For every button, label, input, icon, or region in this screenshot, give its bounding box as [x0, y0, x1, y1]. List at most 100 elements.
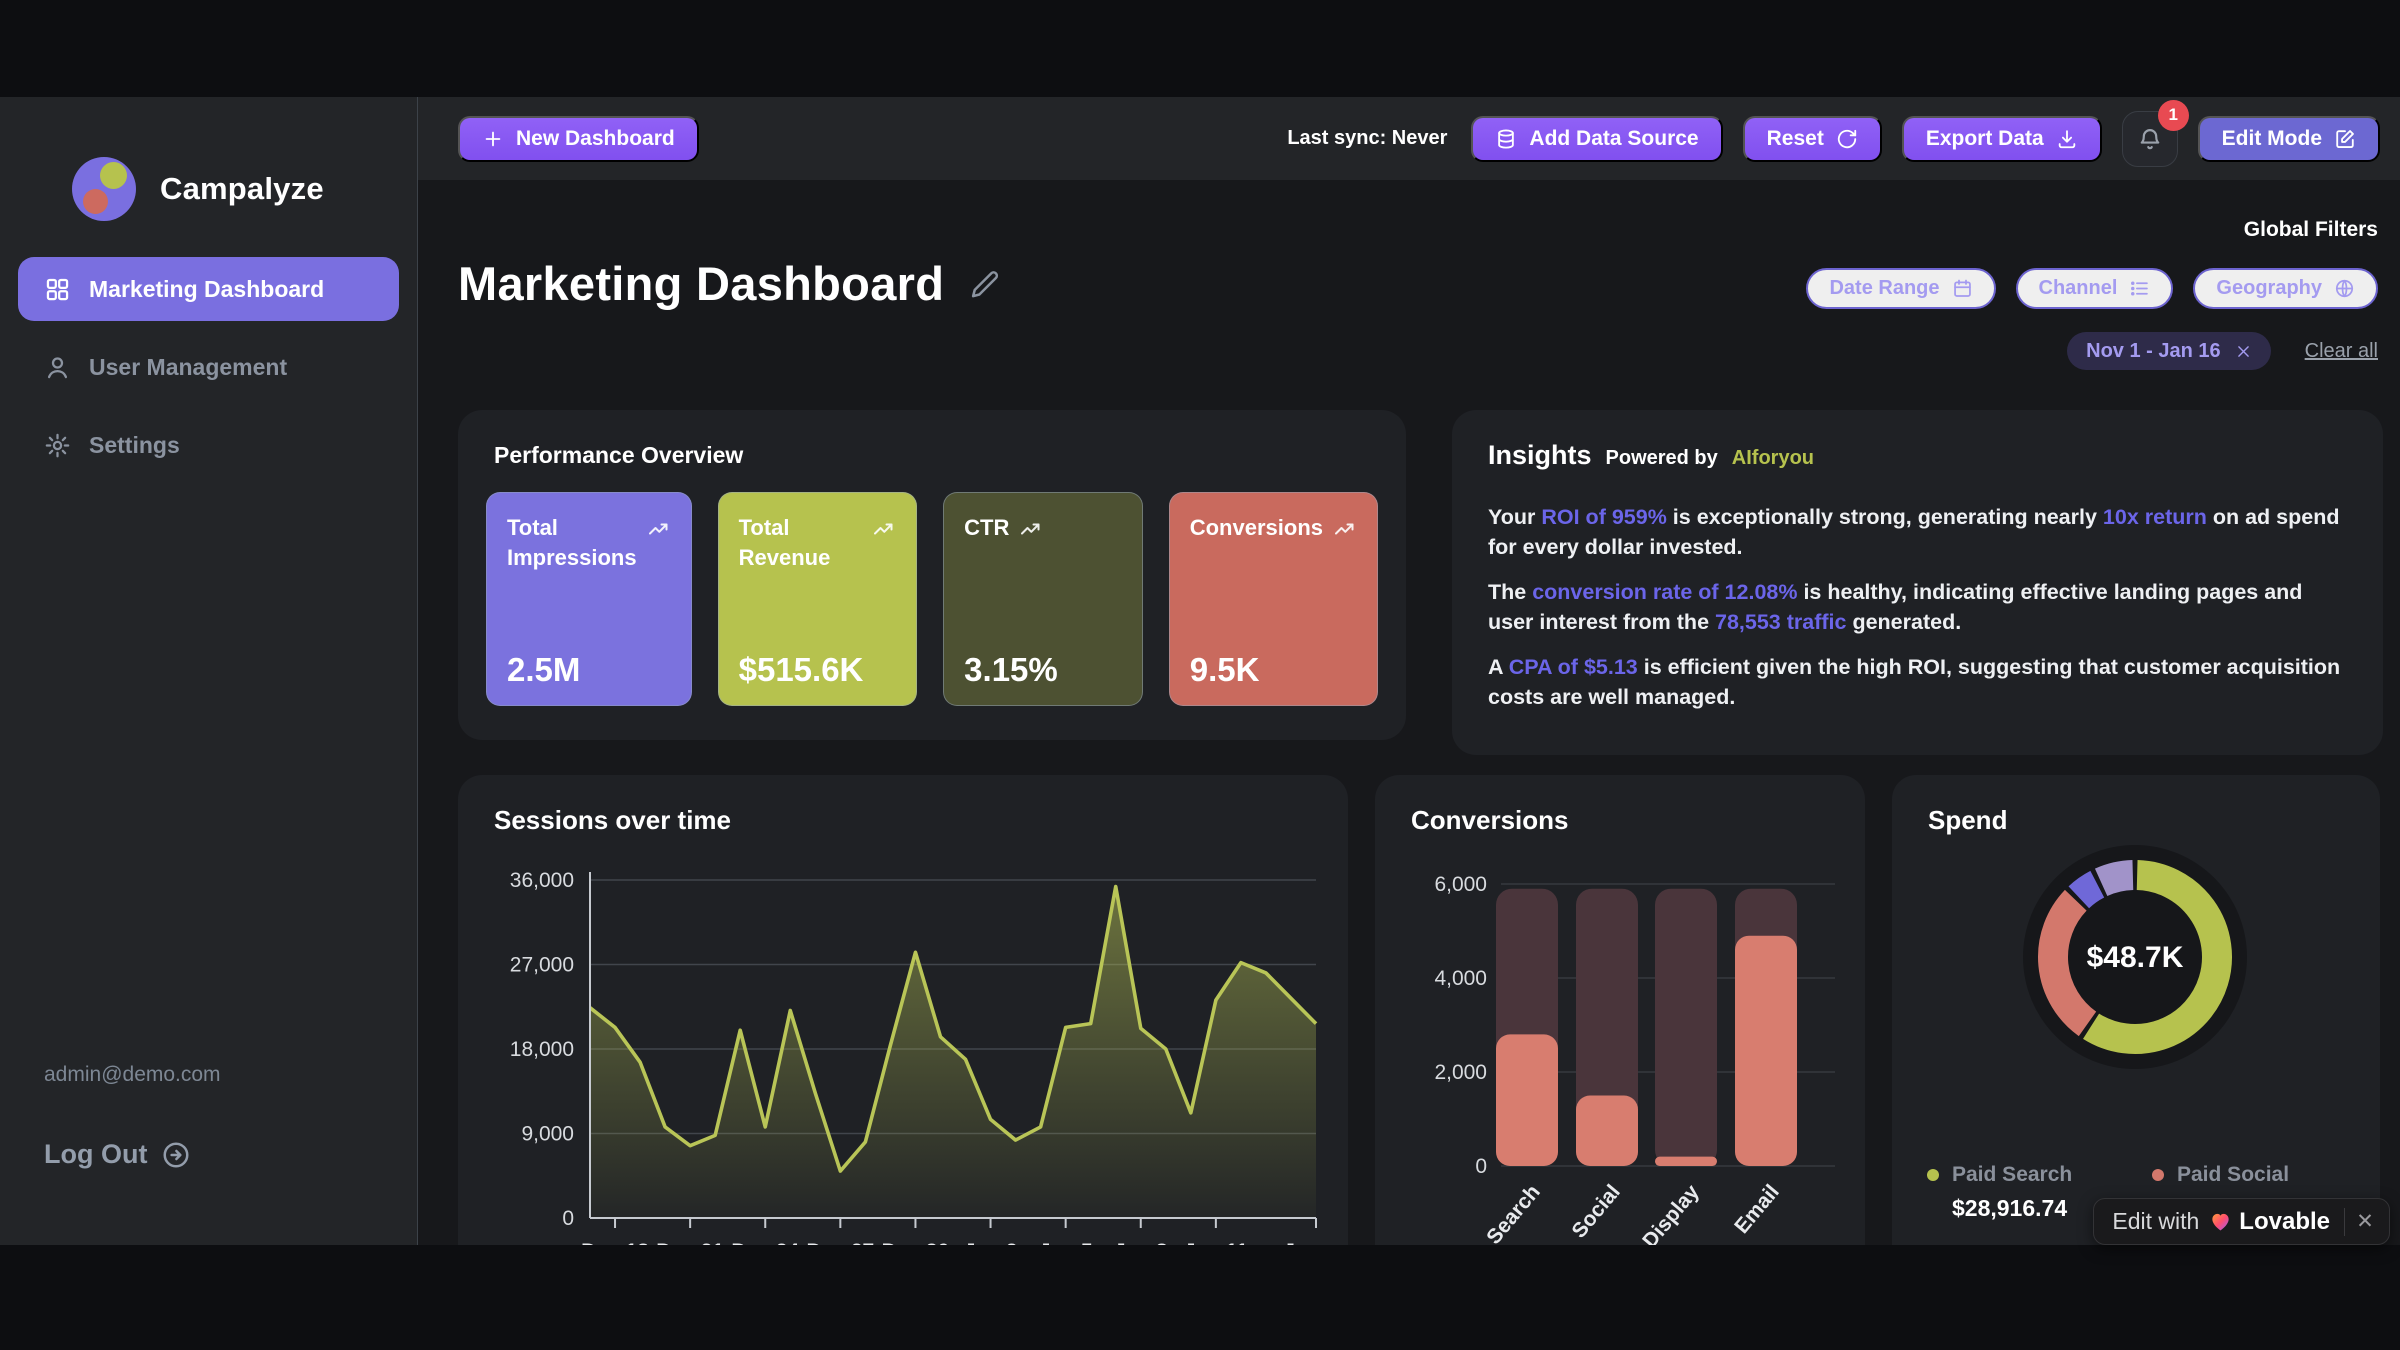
database-icon	[1495, 128, 1517, 150]
user-icon	[44, 354, 71, 381]
export-data-button[interactable]: Export Data	[1901, 115, 2102, 162]
close-icon[interactable]	[2235, 343, 2252, 360]
svg-text:2,000: 2,000	[1434, 1061, 1487, 1084]
legend-item-paid-search: Paid Search $28,916.74	[1927, 1163, 2152, 1222]
kpi-label: Total Revenue	[738, 515, 831, 570]
kpi-card-ctr[interactable]: CTR 3.15%	[943, 492, 1143, 706]
edit-title-button[interactable]	[970, 269, 1000, 299]
filter-geography-button[interactable]: Geography	[2193, 268, 2378, 309]
sidebar-item-user-management[interactable]: User Management	[18, 335, 399, 399]
reset-button[interactable]: Reset	[1742, 115, 1882, 162]
svg-text:9,000: 9,000	[521, 1123, 574, 1146]
svg-text:Social: Social	[1567, 1180, 1624, 1242]
edit-mode-button[interactable]: Edit Mode	[2197, 115, 2380, 162]
brand: Campalyze	[72, 157, 324, 221]
svg-text:Email: Email	[1730, 1180, 1784, 1238]
svg-text:0: 0	[562, 1207, 574, 1230]
insight-highlight: 78,553 traffic	[1715, 610, 1847, 634]
lovable-link[interactable]: Lovable	[2209, 1207, 2345, 1236]
globe-icon	[2334, 278, 2355, 299]
insights-panel: Insights Powered by AIforyou Your ROI of…	[1452, 410, 2383, 755]
rotate-icon	[1836, 128, 1858, 150]
clear-all-link[interactable]: Clear all	[2304, 339, 2378, 362]
download-icon	[2056, 128, 2078, 150]
add-data-source-button[interactable]: Add Data Source	[1471, 115, 1723, 162]
sessions-line-chart: 0 9,000 18,000 27,000 36,000 Dec 18 Dec 21 Dec …	[510, 869, 1328, 1245]
logout-label: Log Out	[44, 1139, 148, 1169]
insight-highlight: CPA of $5.13	[1508, 655, 1638, 679]
topbar-actions: Last sync: Never Add Data Source Reset E…	[1287, 99, 2380, 167]
logout-button[interactable]: Log Out	[44, 1139, 191, 1170]
sidebar-nav: Marketing Dashboard User Management Sett…	[18, 257, 399, 477]
filter-date-range-button[interactable]: Date Range	[1806, 268, 1996, 309]
conversions-chart-card: Conversions 0 2,000 4,000 6,000 Search Social…	[1375, 775, 1865, 1245]
svg-text:$48.7K: $48.7K	[2087, 941, 2184, 974]
insights-title: Insights	[1488, 440, 1592, 470]
kpi-card-conversions[interactable]: Conversions 9.5K	[1168, 492, 1378, 706]
lovable-brand-label: Lovable	[2239, 1207, 2330, 1235]
calendar-icon	[1952, 278, 1973, 299]
notification-badge: 1	[2157, 99, 2189, 131]
sessions-chart-title: Sessions over time	[494, 805, 731, 835]
export-data-label: Export Data	[1925, 126, 2044, 150]
kpi-label: CTR	[964, 515, 1010, 540]
sidebar-item-label: User Management	[89, 353, 288, 380]
insight-highlight: 10x return	[2102, 505, 2207, 529]
svg-text:Jan 15: Jan 15	[1283, 1240, 1328, 1245]
svg-text:Dec 21: Dec 21	[656, 1240, 724, 1245]
filter-label: Channel	[2038, 277, 2118, 299]
spend-chart-card: Spend $48.7K Paid Search $28,916.74 Paid …	[1892, 775, 2380, 1245]
kpi-value: 3.15%	[964, 651, 1058, 688]
edit-mode-label: Edit Mode	[2221, 126, 2322, 150]
svg-text:27,000: 27,000	[510, 954, 574, 977]
conversions-chart-title: Conversions	[1411, 805, 1569, 835]
global-filters: Date Range Channel Geography	[1806, 268, 2378, 309]
date-range-chip-label: Nov 1 - Jan 16	[2086, 339, 2221, 362]
kpi-label: Total Impressions	[507, 515, 637, 570]
svg-text:36,000: 36,000	[510, 869, 574, 892]
lovable-close-button[interactable]: ✕	[2356, 1210, 2374, 1233]
sidebar-item-marketing-dashboard[interactable]: Marketing Dashboard	[18, 257, 399, 321]
new-dashboard-button[interactable]: New Dashboard	[458, 115, 699, 162]
svg-text:18,000: 18,000	[510, 1038, 574, 1061]
svg-text:4,000: 4,000	[1434, 967, 1487, 990]
legend-value: $28,916.74	[1952, 1195, 2068, 1221]
insight-highlight: conversion rate of 12.08%	[1532, 580, 1798, 604]
spend-legend: Paid Search$28,916.74 Paid Social Email …	[1927, 1163, 2360, 1245]
kpi-card-total-revenue[interactable]: Total Revenue $515.6K	[717, 492, 918, 706]
insight-paragraph: The conversion rate of 12.08% is healthy…	[1488, 580, 2303, 634]
performance-overview-title: Performance Overview	[494, 442, 744, 468]
filter-channel-button[interactable]: Channel	[2015, 268, 2174, 309]
dashboard-icon	[44, 276, 71, 303]
trend-up-icon	[1333, 513, 1357, 541]
user-email: admin@demo.com	[44, 1063, 221, 1086]
svg-text:Dec 30: Dec 30	[882, 1240, 950, 1245]
edit-square-icon	[2334, 128, 2356, 150]
conversions-bar-chart: 0 2,000 4,000 6,000 Search Social Display Email	[1434, 873, 1835, 1245]
sidebar-item-settings[interactable]: Settings	[18, 413, 399, 477]
legend-name: Paid Social	[2177, 1163, 2290, 1186]
main-area: New Dashboard Last sync: Never Add Data …	[418, 97, 2400, 1245]
kpi-cards: Total Impressions 2.5M Total Revenue $515…	[486, 492, 1378, 706]
svg-text:Jan 8: Jan 8	[1114, 1240, 1168, 1245]
insights-text: Your ROI of 959% is exceptionally strong…	[1488, 502, 2343, 727]
svg-text:Jan 5: Jan 5	[1039, 1240, 1093, 1245]
filter-label: Geography	[2216, 277, 2322, 299]
last-sync-status: Last sync: Never	[1287, 127, 1448, 149]
svg-text:Jan 2: Jan 2	[964, 1240, 1018, 1245]
svg-text:6,000: 6,000	[1434, 873, 1487, 896]
active-filters-row: Nov 1 - Jan 16 Clear all	[2067, 332, 2378, 370]
insights-provider: AIforyou	[1731, 447, 1814, 469]
svg-text:0: 0	[1475, 1155, 1487, 1178]
performance-overview-panel: Performance Overview Total Impressions 2…	[458, 410, 1406, 740]
global-filters-label: Global Filters	[2243, 218, 2378, 241]
date-range-chip[interactable]: Nov 1 - Jan 16	[2067, 332, 2271, 370]
kpi-value: $515.6K	[738, 651, 864, 688]
brand-name: Campalyze	[160, 171, 324, 206]
spend-chart-title: Spend	[1928, 805, 2008, 835]
trend-up-icon	[1019, 513, 1043, 541]
legend-dot	[2152, 1169, 2164, 1181]
svg-text:Dec 27: Dec 27	[806, 1240, 874, 1245]
notifications-button[interactable]: 1	[2121, 99, 2189, 167]
kpi-card-total-impressions[interactable]: Total Impressions 2.5M	[486, 492, 692, 706]
